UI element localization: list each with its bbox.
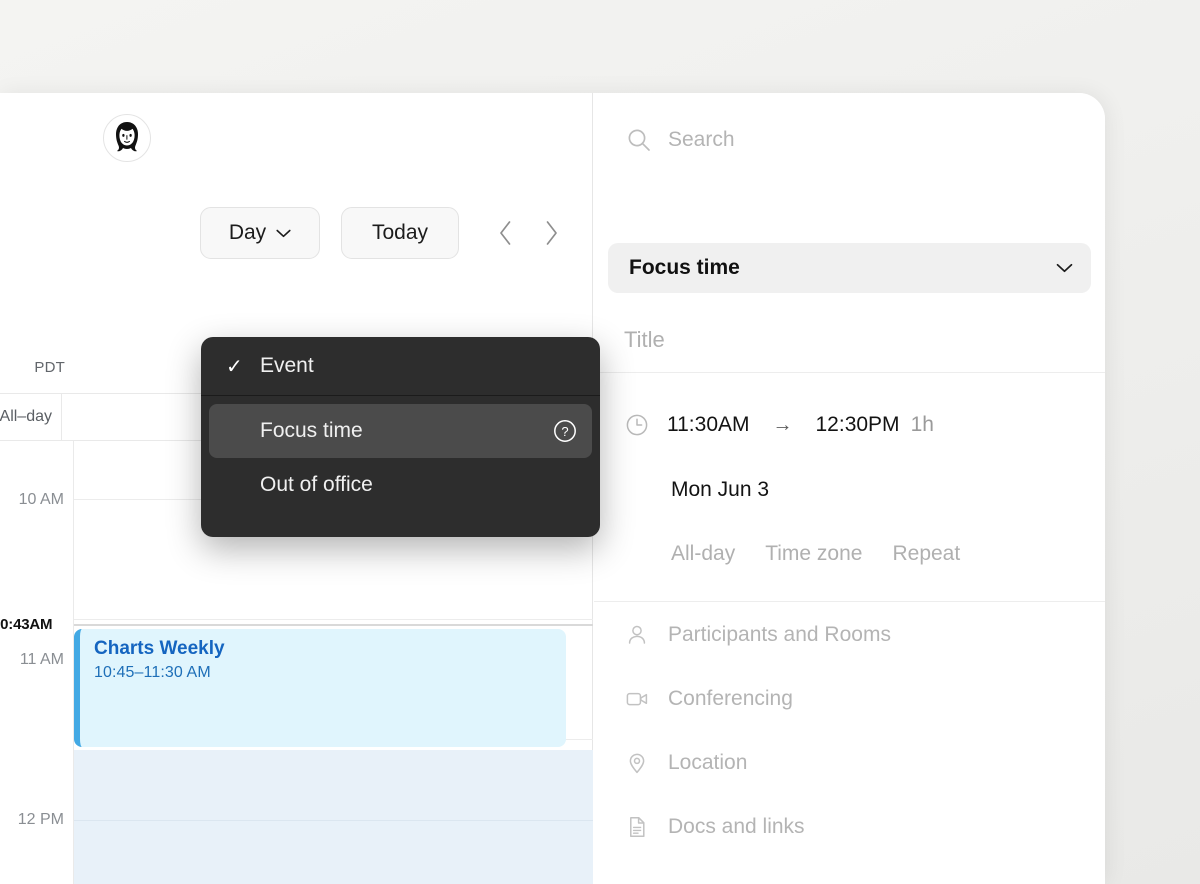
arrow-right-icon: → [772,413,793,436]
event-block[interactable]: Charts Weekly 10:45–11:30 AM [74,629,566,747]
menu-item-event[interactable]: ✓ Event [201,337,600,395]
field-participants-label: Participants and Rooms [668,623,891,646]
detail-fields: Participants and Rooms Conferencing [594,603,1105,859]
event-type-value: Focus time [629,256,740,279]
field-participants[interactable]: Participants and Rooms [594,603,1105,667]
field-location[interactable]: Location [594,731,1105,795]
time-section: 11:30AM → 12:30PM 1h Mon Jun 3 All-day T… [594,374,1105,602]
option-all-day[interactable]: All-day [671,542,736,565]
end-time[interactable]: 12:30PM [815,413,900,436]
field-docs-label: Docs and links [668,815,805,838]
search-bar[interactable]: Search [594,93,1105,187]
avatar-illustration [116,122,138,152]
title-placeholder: Title [624,326,665,352]
pin-icon [624,750,650,776]
start-time[interactable]: 11:30AM [667,413,750,436]
person-icon [624,622,650,648]
hour-label-11am: 11 AM [19,651,64,668]
event-detail-panel: Search Focus time Title [594,93,1105,884]
draft-half-hour-divider [74,820,593,821]
all-day-label: All–day [0,394,62,440]
document-icon [624,814,650,840]
field-conferencing-label: Conferencing [668,687,793,710]
next-day-button[interactable] [527,207,575,259]
menu-item-event-label: Event [260,354,314,377]
check-icon: ✓ [226,355,243,378]
draft-time-block[interactable] [74,750,593,884]
current-time-line [74,624,593,626]
chevron-down-icon [276,229,291,238]
gridline-now-row [74,619,593,620]
event-title: Charts Weekly [94,638,225,659]
calendar-window: Day Today PDT All–day [0,93,1105,884]
menu-divider [201,395,600,396]
search-icon [626,127,652,153]
time-options: All-day Time zone Repeat [671,542,960,566]
duration: 1h [910,413,934,436]
time-gutter: 10 AM 11 AM 12 PM 10:43AM [0,441,74,884]
event-type-select[interactable]: Focus time [608,243,1091,293]
avatar[interactable] [103,114,151,162]
menu-item-out-of-office-label: Out of office [260,473,373,496]
menu-item-focus-time[interactable]: Focus time ? [209,404,592,458]
chevron-left-icon [499,221,510,245]
view-selector-label: Day [228,221,267,244]
chevron-right-icon [546,221,557,245]
svg-text:?: ? [561,424,568,439]
time-range-row: 11:30AM → 12:30PM 1h [624,412,934,438]
video-icon [624,686,650,712]
calendar-grid: Charts Weekly 10:45–11:30 AM 10 AM 11 AM… [0,441,593,884]
search-placeholder: Search [668,128,735,151]
current-time-label: 10:43AM [0,616,53,633]
event-type-menu[interactable]: ✓ Event Focus time ? Out of office [201,337,600,537]
menu-options-group: Focus time ? Out of office [201,396,600,520]
clock-icon [624,412,650,438]
event-time: 10:45–11:30 AM [94,663,211,681]
view-selector-button[interactable]: Day [200,207,320,259]
today-button[interactable]: Today [341,207,459,259]
previous-day-button[interactable] [481,207,529,259]
option-time-zone[interactable]: Time zone [765,542,863,565]
title-field[interactable]: Title [594,307,1105,373]
field-location-label: Location [668,751,748,774]
event-date[interactable]: Mon Jun 3 [671,478,770,501]
timezone-row: PDT [0,341,593,393]
field-conferencing[interactable]: Conferencing [594,667,1105,731]
today-label: Today [371,221,429,244]
timezone-label: PDT [34,358,65,376]
calendar-toolbar [0,93,592,203]
option-repeat[interactable]: Repeat [892,542,961,565]
chevron-down-icon [1056,263,1073,273]
hour-label-12pm: 12 PM [17,811,64,828]
field-docs[interactable]: Docs and links [594,795,1105,859]
menu-item-focus-time-label: Focus time [260,419,363,442]
menu-item-out-of-office[interactable]: Out of office [209,458,592,512]
hour-label-10am: 10 AM [18,491,64,508]
help-icon[interactable]: ? [552,418,578,444]
